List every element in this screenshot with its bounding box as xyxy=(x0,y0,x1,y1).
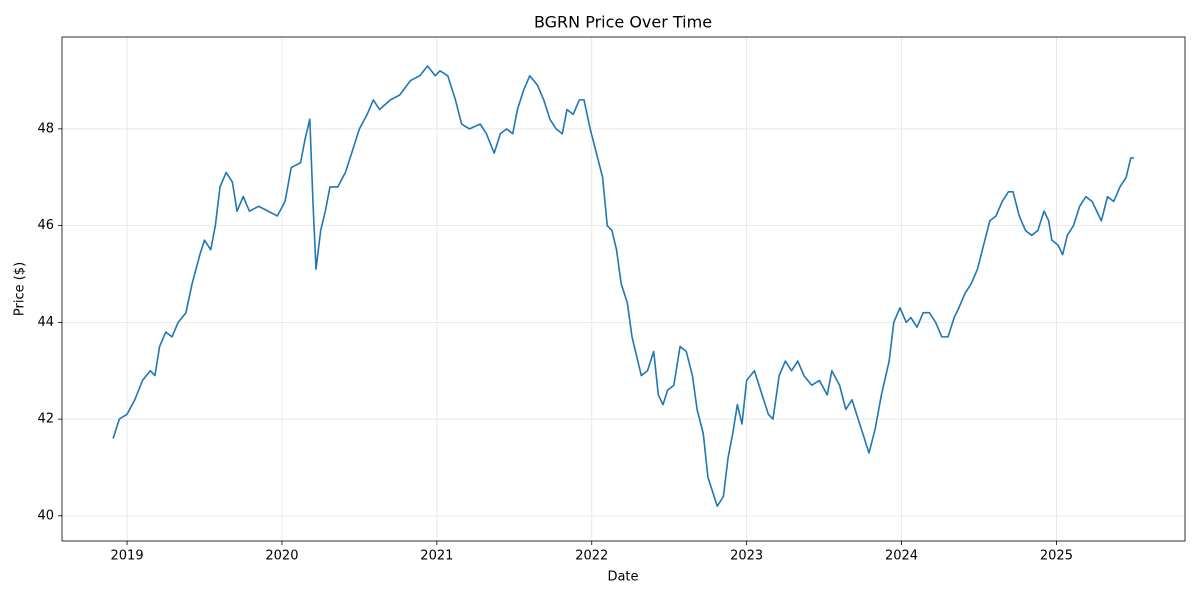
y-tick-label: 42 xyxy=(37,412,54,427)
y-tick-label: 48 xyxy=(37,121,54,136)
x-tick-label: 2023 xyxy=(730,549,763,564)
grid xyxy=(62,37,1185,541)
y-axis-label: Price ($) xyxy=(13,262,28,316)
chart-title: BGRN Price Over Time xyxy=(534,13,712,32)
y-tick-label: 44 xyxy=(37,315,54,330)
x-tick-label: 2020 xyxy=(265,549,298,564)
y-tick-label: 40 xyxy=(37,508,54,523)
x-tick-label: 2022 xyxy=(575,549,608,564)
x-tick-label: 2019 xyxy=(111,549,144,564)
x-axis-label: Date xyxy=(607,570,638,585)
y-tick-label: 46 xyxy=(37,218,54,233)
x-tick-label: 2021 xyxy=(420,549,453,564)
x-tick-label: 2025 xyxy=(1040,549,1073,564)
price-line xyxy=(112,65,1134,507)
plot-frame xyxy=(61,36,1186,542)
x-tick-label: 2024 xyxy=(885,549,918,564)
plot xyxy=(112,65,1134,507)
